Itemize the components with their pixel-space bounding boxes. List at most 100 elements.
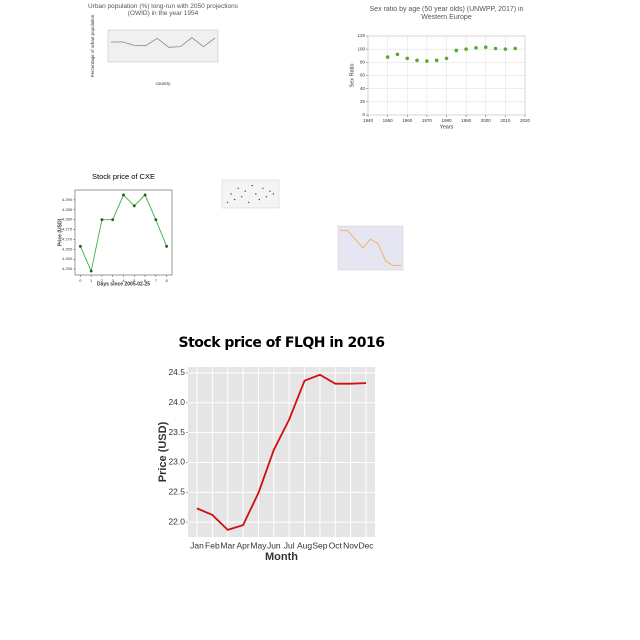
chart-title: Stock price of CXE <box>92 172 155 181</box>
x-tick-label: 4 <box>122 278 125 283</box>
y-axis-label: Price (USD) <box>57 218 63 246</box>
line <box>340 230 401 266</box>
y-tick-label: 4.275 <box>62 227 73 232</box>
chart: 4.255 4.260 4.265 4.270 4.275 4.280 4.285 4.290… <box>57 172 173 287</box>
marker <box>165 244 169 248</box>
chart-title: Sex ratio by age (50 year olds) (UNWPP, … <box>369 6 524 22</box>
x-tick-label: 6 <box>144 278 147 283</box>
x-tick-label: Mar <box>220 540 235 550</box>
x-tick-label: 1980 <box>441 118 452 123</box>
y-tick-label: 120 <box>357 33 365 38</box>
y-tick-label: 100 <box>357 46 365 51</box>
point <box>425 59 429 63</box>
y-tick-label: 4.285 <box>62 207 73 212</box>
point <box>464 47 468 51</box>
x-tick-label: Oct <box>329 540 343 550</box>
point <box>230 193 232 195</box>
y-axis-label: Percentage of urban population <box>90 14 95 77</box>
y-tick-label: 4.290 <box>62 197 73 202</box>
marker <box>89 269 93 273</box>
chart-title: Urban population (%) long-run with 2050 … <box>88 2 238 17</box>
x-tick-label: Jan <box>190 540 204 550</box>
plot-background <box>337 225 404 271</box>
x-tick-label: 2 <box>101 278 104 283</box>
point <box>248 201 250 204</box>
chart <box>337 225 404 271</box>
y-tick-label: 23.5 <box>168 427 185 437</box>
y-tick-label: 60 <box>360 73 366 78</box>
x-tick-label: 1990 <box>461 118 472 123</box>
x-tick-label: 8 <box>165 278 168 283</box>
y-tick-label: 4.255 <box>62 266 73 271</box>
point <box>405 56 410 61</box>
x-tick-label: 5 <box>133 278 136 283</box>
marker <box>122 193 125 197</box>
point <box>258 198 261 201</box>
point <box>265 196 268 198</box>
chart-title-box: Urban population (%) long-run with 2050 … <box>88 2 238 17</box>
x-tick-label: 2010 <box>500 118 511 123</box>
y-tick-label: 22.0 <box>168 516 185 526</box>
x-tick-label: 2020 <box>520 118 531 123</box>
x-tick-label: 0 <box>79 278 82 283</box>
point <box>269 190 271 192</box>
y-tick-label: 20 <box>360 99 366 104</box>
point <box>244 190 246 192</box>
marker <box>111 218 115 222</box>
point <box>503 47 508 51</box>
chart-title: Stock price of FLQH in 2016 <box>178 335 385 351</box>
plot-background <box>107 29 219 63</box>
x-tick-label: Jun <box>267 540 281 550</box>
x-tick-label: 7 <box>155 278 158 283</box>
chart-title-box: Sex ratio by age (50 year olds) (UNWPP, … <box>369 6 524 22</box>
x-tick-label: Aug <box>297 540 312 550</box>
y-tick-label: 80 <box>360 60 366 65</box>
x-tick-label: Dec <box>358 540 374 550</box>
point <box>262 187 264 190</box>
line <box>196 373 367 531</box>
y-tick-label: 4.270 <box>62 236 73 241</box>
y-tick-label: 4.260 <box>62 256 73 261</box>
point <box>385 55 390 59</box>
x-axis-label: country <box>156 81 172 86</box>
point <box>395 52 400 57</box>
point <box>233 198 236 201</box>
y-tick-label: 0 <box>362 112 365 117</box>
x-tick-label: 1960 <box>402 118 413 123</box>
point <box>483 45 488 49</box>
point <box>272 193 275 195</box>
y-axis-label: Sex Ratio <box>349 64 355 88</box>
marker <box>132 204 136 208</box>
x-axis-label: Days since 2005-02-25 <box>97 281 150 287</box>
x-axis-label: Years <box>440 124 454 130</box>
point <box>226 201 229 204</box>
x-tick-label: 1950 <box>383 118 394 123</box>
x-tick-label: Jul <box>284 540 295 550</box>
y-tick-label: 22.5 <box>168 487 185 497</box>
chart <box>221 179 280 209</box>
marker <box>78 244 82 248</box>
plot-background <box>74 189 173 276</box>
point <box>493 46 498 51</box>
x-tick-label: 3 <box>112 278 115 283</box>
point <box>237 187 239 190</box>
x-tick-label: 2000 <box>481 118 492 123</box>
point <box>434 58 439 63</box>
point <box>454 48 459 53</box>
y-tick-label: 24.5 <box>168 367 185 377</box>
line <box>110 37 216 48</box>
chart: Urban population (%) long-run with 2050 … <box>88 3 238 87</box>
x-tick-label: May <box>250 540 267 550</box>
x-tick-label: 1940 <box>363 118 374 123</box>
y-axis-label: Price (USD) <box>157 421 169 482</box>
y-tick-label: 4.265 <box>62 246 73 251</box>
marker <box>143 193 147 197</box>
marker <box>100 218 104 222</box>
point <box>251 184 253 187</box>
y-tick-label: 24.0 <box>168 397 185 407</box>
point <box>415 58 419 63</box>
chart-title-box: Stock price of FLQH in 2016 <box>178 335 385 351</box>
y-tick-label: 23.0 <box>168 457 185 467</box>
x-tick-label: Apr <box>236 540 249 550</box>
